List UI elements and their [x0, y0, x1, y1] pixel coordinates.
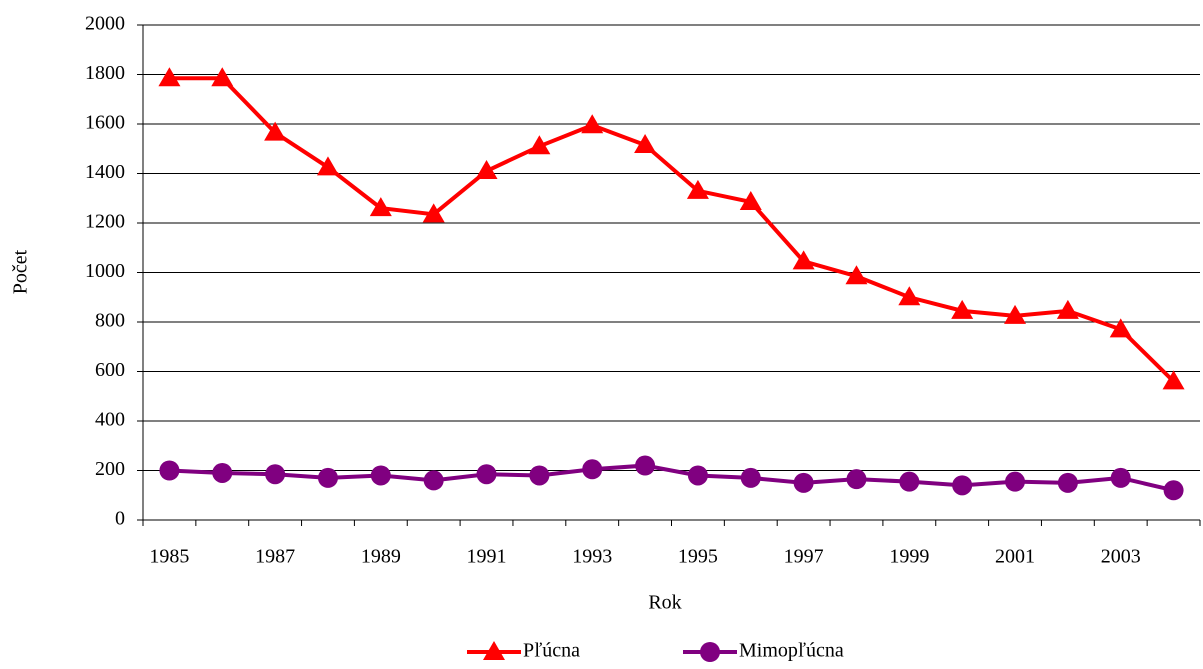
- point: [952, 475, 973, 496]
- point: [792, 250, 815, 270]
- y-tick-label: 1200: [85, 211, 125, 233]
- y-tick-label: 400: [95, 409, 125, 431]
- x-tick-label: 1991: [467, 546, 507, 568]
- point: [211, 67, 234, 87]
- point: [687, 465, 708, 486]
- point: [422, 203, 445, 223]
- point: [264, 121, 287, 141]
- y-tick-label: 200: [95, 458, 125, 480]
- point: [581, 114, 604, 134]
- point: [423, 470, 444, 491]
- x-tick-label: 2001: [995, 546, 1035, 568]
- point: [1057, 472, 1078, 493]
- y-axis-title: Počet: [10, 249, 32, 294]
- point: [1004, 304, 1027, 324]
- point: [369, 197, 392, 217]
- y-tick-label: 2000: [85, 13, 125, 35]
- legend-label: Mimopľúcna: [739, 640, 844, 662]
- point: [159, 460, 180, 481]
- point: [316, 156, 339, 176]
- point: [635, 455, 656, 476]
- point: [1162, 370, 1185, 390]
- point: [483, 641, 505, 660]
- point: [529, 465, 550, 486]
- x-tick-label: 2003: [1101, 546, 1141, 568]
- point: [634, 134, 657, 154]
- point: [1005, 471, 1026, 492]
- x-tick-label: 1987: [255, 546, 295, 568]
- y-tick-label: 1600: [85, 112, 125, 134]
- y-tick-label: 1000: [85, 260, 125, 282]
- point: [317, 467, 338, 488]
- point: [739, 190, 762, 210]
- point: [1110, 467, 1131, 488]
- point: [582, 459, 603, 480]
- point: [899, 471, 920, 492]
- point: [686, 179, 709, 199]
- point: [370, 465, 391, 486]
- point: [846, 469, 867, 490]
- x-tick-label: 1995: [678, 546, 718, 568]
- point: [1056, 299, 1079, 319]
- point: [528, 135, 551, 155]
- x-tick-label: 1989: [361, 546, 401, 568]
- x-axis-title: Rok: [648, 592, 681, 614]
- point: [265, 464, 286, 485]
- y-tick-label: 0: [115, 508, 125, 530]
- point: [158, 67, 181, 87]
- point: [1109, 318, 1132, 338]
- point: [898, 286, 921, 306]
- y-tick-label: 600: [95, 359, 125, 381]
- point: [700, 642, 720, 662]
- y-tick-label: 1800: [85, 62, 125, 84]
- x-tick-label: 1997: [784, 546, 824, 568]
- point: [740, 467, 761, 488]
- point: [951, 299, 974, 319]
- point: [476, 464, 497, 485]
- x-tick-label: 1993: [572, 546, 612, 568]
- point: [845, 265, 868, 285]
- point: [475, 160, 498, 180]
- x-tick-label: 1999: [889, 546, 929, 568]
- point: [793, 472, 814, 493]
- legend-label: Pľúcna: [523, 640, 580, 662]
- y-tick-label: 800: [95, 310, 125, 332]
- x-tick-label: 1985: [149, 546, 189, 568]
- y-tick-label: 1400: [85, 161, 125, 183]
- point: [212, 462, 233, 483]
- point: [1163, 480, 1184, 501]
